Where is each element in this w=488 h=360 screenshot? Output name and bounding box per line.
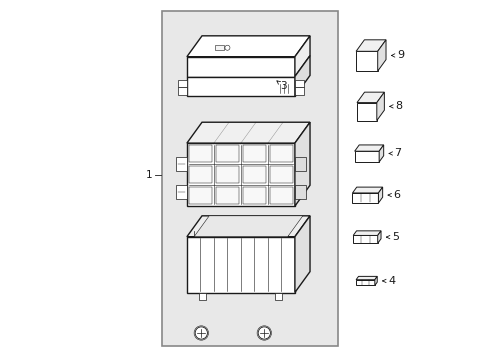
Polygon shape [186, 143, 294, 206]
Bar [188, 166, 212, 183]
Polygon shape [355, 280, 374, 285]
Polygon shape [352, 235, 377, 243]
Text: 9: 9 [396, 50, 403, 60]
Bar [215, 166, 239, 183]
Text: 3: 3 [276, 81, 286, 91]
Polygon shape [294, 56, 309, 96]
Circle shape [258, 327, 270, 339]
Polygon shape [186, 237, 294, 292]
Text: 1: 1 [146, 170, 152, 180]
Polygon shape [352, 231, 380, 235]
Polygon shape [176, 185, 186, 199]
Bar [242, 187, 265, 204]
Polygon shape [194, 216, 302, 237]
Text: 4: 4 [387, 276, 394, 286]
Polygon shape [294, 80, 303, 87]
Polygon shape [294, 216, 309, 292]
Polygon shape [178, 80, 186, 87]
Circle shape [224, 45, 229, 50]
Polygon shape [186, 57, 294, 77]
Bar [215, 187, 239, 204]
Polygon shape [294, 36, 309, 77]
Bar [269, 187, 292, 204]
Polygon shape [294, 157, 305, 171]
Polygon shape [186, 36, 309, 57]
Polygon shape [378, 187, 382, 203]
Text: 5: 5 [391, 232, 398, 242]
Polygon shape [186, 77, 294, 96]
Polygon shape [374, 276, 376, 285]
Polygon shape [354, 145, 383, 151]
Polygon shape [186, 122, 309, 143]
Text: 2: 2 [271, 216, 283, 226]
Polygon shape [355, 51, 377, 71]
Text: 8: 8 [394, 102, 402, 111]
Bar [215, 145, 239, 162]
Polygon shape [355, 276, 376, 280]
Polygon shape [178, 87, 186, 95]
Bar [242, 166, 265, 183]
Polygon shape [214, 45, 224, 50]
Polygon shape [356, 92, 384, 103]
Polygon shape [352, 187, 382, 193]
Polygon shape [377, 40, 385, 71]
Polygon shape [377, 231, 380, 243]
Bar [188, 145, 212, 162]
Text: 6: 6 [393, 190, 400, 200]
Bar [188, 187, 212, 204]
Bar [242, 145, 265, 162]
Text: 7: 7 [394, 148, 401, 158]
Bar [275, 292, 281, 300]
Polygon shape [355, 40, 385, 51]
Bar [199, 292, 205, 300]
Polygon shape [186, 216, 309, 237]
Polygon shape [356, 103, 376, 121]
Polygon shape [294, 122, 309, 206]
Polygon shape [376, 92, 384, 121]
Polygon shape [294, 185, 305, 199]
Bar [162, 11, 337, 346]
Polygon shape [176, 157, 186, 171]
Circle shape [195, 327, 207, 339]
Bar [269, 166, 292, 183]
Polygon shape [352, 193, 378, 203]
Bar [269, 145, 292, 162]
Polygon shape [378, 145, 383, 162]
Polygon shape [354, 151, 378, 162]
Polygon shape [294, 87, 303, 95]
